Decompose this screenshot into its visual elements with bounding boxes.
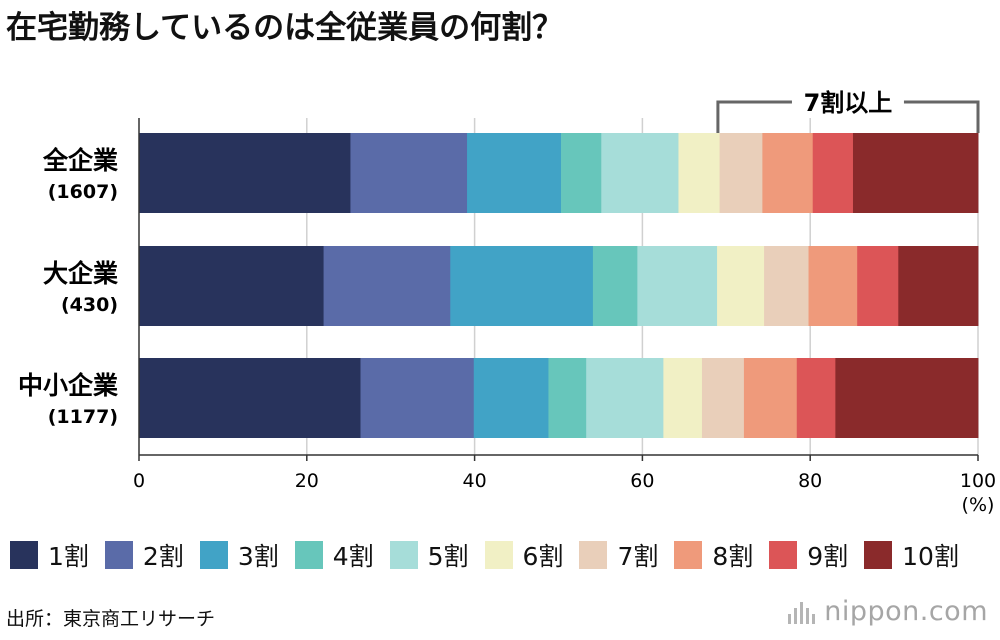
bar-segment <box>561 133 602 213</box>
bar-segment <box>812 133 854 213</box>
category-count: (1607) <box>48 181 118 203</box>
bar-segment <box>601 133 679 213</box>
legend-item: 6割 <box>484 537 564 573</box>
category-label: 中小企業 <box>18 371 118 400</box>
bar-segment <box>764 246 809 326</box>
category-label: 全企業 <box>42 146 118 175</box>
legend-label: 9割 <box>807 542 849 571</box>
legend-item: 9割 <box>769 537 848 573</box>
x-tick-label: 20 <box>295 470 319 492</box>
category-count: (1177) <box>48 406 118 428</box>
bar-segment <box>548 358 587 438</box>
bracket-label-background <box>791 86 904 116</box>
bar-segment <box>678 133 720 213</box>
bar-segment <box>857 246 899 326</box>
legend-item: 3割 <box>199 537 279 573</box>
bar-segment <box>139 246 324 326</box>
category-label: 大企業 <box>43 259 118 288</box>
legend-item: 8割 <box>674 537 753 573</box>
bar-segment <box>592 246 638 326</box>
legend-swatch <box>579 541 608 569</box>
legend-label: 6割 <box>522 542 564 571</box>
bar-segment <box>350 133 468 213</box>
bar-segment <box>717 246 765 326</box>
brand-text: nippon.com <box>824 596 988 627</box>
legend-swatch <box>864 541 893 569</box>
legend-swatch <box>674 541 703 569</box>
bar-segment <box>852 133 979 213</box>
brand-logo: nippon.com <box>788 596 988 627</box>
legend-swatch <box>294 541 323 569</box>
bar-segment <box>743 358 798 438</box>
legend-label: 3割 <box>237 542 279 571</box>
bar-segment <box>467 133 562 213</box>
source-note: 出所：東京商工リサーチ <box>6 608 216 630</box>
bar-segment <box>473 358 549 438</box>
legend-item: 10割 <box>864 537 959 573</box>
legend-item: 1割 <box>10 537 89 573</box>
bar-segment <box>898 246 979 326</box>
bar-segment <box>360 358 475 438</box>
bar-segment <box>701 358 745 438</box>
legend-label: 1割 <box>48 542 89 571</box>
x-axis: 0 20 40 60 80 100(%) <box>133 118 996 516</box>
legend-label: 8割 <box>712 542 754 571</box>
legend: 1割 2割 3割 4割 5割 6割 7割 8割 9割 10割 <box>10 537 975 573</box>
legend-swatch <box>10 541 38 569</box>
bar-segment <box>637 246 718 326</box>
legend-swatch <box>769 541 798 569</box>
seventy-percent-bracket: 7割以上 <box>716 86 980 133</box>
x-tick-label: 80 <box>798 470 822 492</box>
legend-item: 7割 <box>579 537 658 573</box>
x-tick-label: 60 <box>630 470 654 492</box>
legend-item: 2割 <box>104 537 184 573</box>
bar-segment <box>835 358 979 438</box>
stacked-bar-chart: 0 20 40 60 80 100(%) 全企業 (1607) 大企業 (430) 中小企業 (11… <box>17 86 997 516</box>
bar-segment <box>586 358 664 438</box>
legend-swatch <box>104 541 133 569</box>
bar-segment <box>323 246 451 326</box>
legend-label: 7割 <box>617 542 659 571</box>
legend-swatch <box>199 541 228 569</box>
legend-item: 4割 <box>294 537 374 573</box>
legend-swatch <box>484 541 513 569</box>
legend-label: 5割 <box>427 542 469 571</box>
bar-segment <box>719 133 763 213</box>
x-tick-label: 100 <box>960 470 996 492</box>
x-tick-label: 40 <box>463 470 487 492</box>
bars <box>139 133 979 438</box>
bar-segment <box>796 358 836 438</box>
legend-label: 4割 <box>332 542 374 571</box>
bar-segment <box>663 358 703 438</box>
bar-segment <box>808 246 858 326</box>
bar-segment <box>139 133 351 213</box>
legend-swatch <box>389 541 418 569</box>
brand-bars-icon <box>788 600 818 624</box>
bar-segment <box>450 246 594 326</box>
category-count: (430) <box>61 294 118 316</box>
category-labels: 全企業 (1607) 大企業 (430) 中小企業 (1177) <box>18 146 118 428</box>
legend-label: 10割 <box>902 542 959 571</box>
legend-item: 5割 <box>389 537 469 573</box>
bar-segment <box>762 133 814 213</box>
bar-segment <box>139 358 361 438</box>
chart-title: 在宅勤務しているのは全従業員の何割？ <box>6 10 564 46</box>
legend-label: 2割 <box>142 542 184 571</box>
x-unit-label: (%) <box>962 494 995 516</box>
bracket-label: 7割以上 <box>804 89 893 117</box>
x-tick-label: 0 <box>133 470 145 492</box>
